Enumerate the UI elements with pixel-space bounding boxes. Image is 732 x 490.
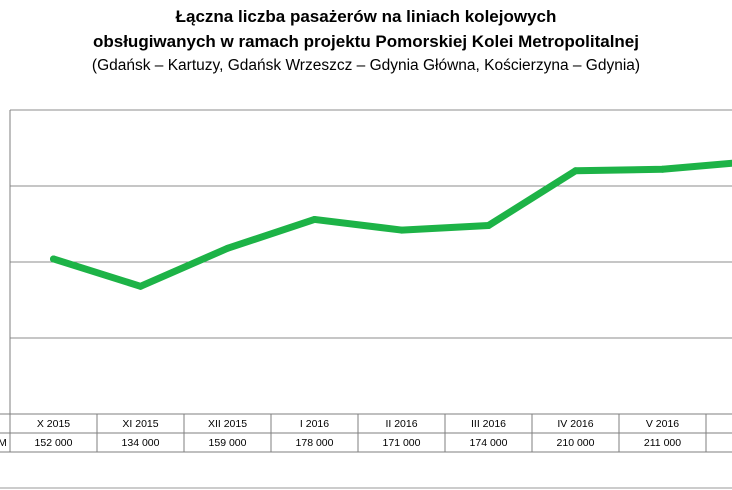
data-table-value: 211 000	[644, 437, 681, 449]
x-tick-label: XI 2015	[122, 418, 158, 430]
chart-title-block: Łączna liczba pasażerów na liniach kolej…	[0, 4, 732, 78]
x-tick-label: XII 2015	[208, 418, 247, 430]
data-table-value: 171 000	[383, 437, 421, 449]
series-layer	[50, 159, 732, 290]
data-point	[659, 165, 666, 173]
gridlines	[10, 109, 732, 339]
data-table-value: 178 000	[296, 437, 334, 449]
data-point	[137, 282, 144, 290]
data-table-value: 134 000	[122, 437, 160, 449]
data-point	[50, 255, 57, 263]
data-table: X 2015 XI 2015 XII 2015 I 2016 II 2016 III 20…	[0, 413, 732, 489]
x-tick-label: IV 2016	[557, 418, 593, 430]
x-tick-label: X 2015	[37, 418, 70, 430]
chart-title-line2: obsługiwanych w ramach projektu Pomorski…	[92, 32, 639, 51]
data-table-value: 210 000	[557, 437, 595, 449]
data-point	[572, 167, 579, 175]
chart-title: Łączna liczba pasażerów na liniach kolej…	[175, 7, 557, 26]
x-tick-label: I 2016	[300, 418, 329, 430]
x-tick-label: V 2016	[646, 418, 679, 430]
data-point	[224, 244, 231, 252]
data-table-value: 159 000	[209, 437, 247, 449]
data-table-value: 152 000	[35, 437, 73, 449]
series-line	[50, 159, 732, 290]
data-point	[398, 226, 405, 234]
chart-subtitle: (Gdańsk – Kartuzy, Gdańsk Wrzeszcz – Gdy…	[91, 57, 641, 74]
data-point	[311, 215, 318, 223]
x-tick-label: III 2016	[471, 418, 506, 430]
data-table-value: 174 000	[470, 437, 508, 449]
x-tick-label: II 2016	[385, 418, 417, 430]
data-point	[485, 222, 492, 230]
series-legend-key: M	[0, 437, 7, 449]
